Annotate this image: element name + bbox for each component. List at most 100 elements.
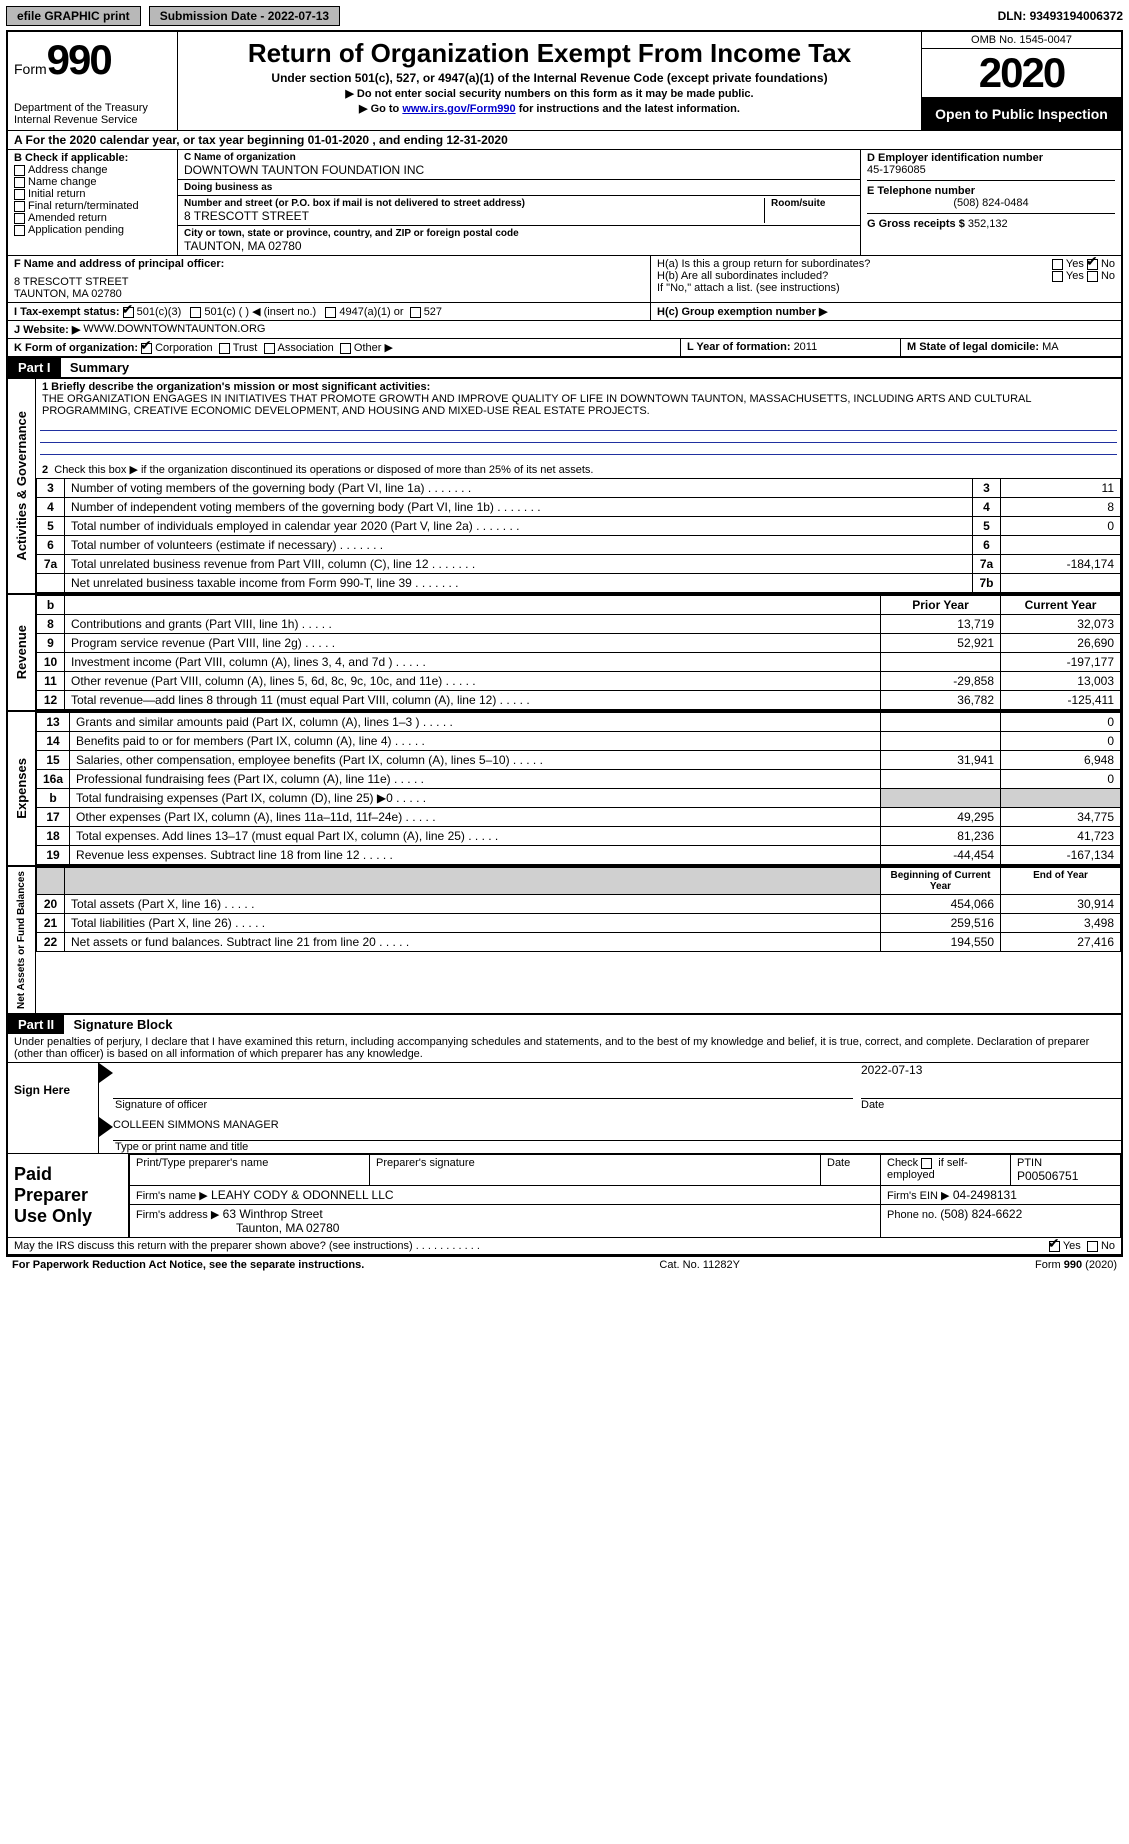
submission-date-badge: Submission Date - 2022-07-13 [149, 6, 340, 26]
chk-other[interactable] [340, 343, 351, 354]
side-label-revenue: Revenue [12, 621, 31, 683]
ptin-label: PTIN [1017, 1157, 1114, 1169]
line-box: 4 [973, 498, 1001, 517]
name-arrow-icon [99, 1117, 113, 1137]
line-desc: Revenue less expenses. Subtract line 18 … [70, 846, 881, 865]
line-desc: Professional fundraising fees (Part IX, … [70, 770, 881, 789]
city-label: City or town, state or province, country… [184, 228, 854, 239]
form-header: Form990 Department of the Treasury Inter… [8, 32, 1121, 130]
chk-assoc[interactable] [264, 343, 275, 354]
chk-application-pending[interactable] [14, 225, 25, 236]
chk-initial-return[interactable] [14, 189, 25, 200]
column-b-checkboxes: B Check if applicable: Address change Na… [8, 150, 178, 255]
lbl-initial-return: Initial return [28, 188, 85, 200]
omb-number: OMB No. 1545-0047 [922, 32, 1121, 49]
prior-value: 36,782 [881, 691, 1001, 710]
website-value: WWW.DOWNTOWNTAUNTON.ORG [83, 323, 265, 336]
current-value: 26,690 [1001, 634, 1121, 653]
chk-hb-no[interactable] [1087, 271, 1098, 282]
prior-value [881, 770, 1001, 789]
prior-value [881, 713, 1001, 732]
current-value: 13,003 [1001, 672, 1121, 691]
line-number: b [37, 789, 70, 808]
chk-name-change[interactable] [14, 177, 25, 188]
line-value [1001, 536, 1121, 555]
form-title: Return of Organization Exempt From Incom… [186, 38, 913, 69]
mission-label: 1 Briefly describe the organization's mi… [42, 381, 1115, 393]
line-desc: Total liabilities (Part X, line 26) . . … [65, 914, 881, 933]
city-value: TAUNTON, MA 02780 [184, 239, 854, 253]
line-number: 12 [37, 691, 65, 710]
current-value: 0 [1001, 713, 1121, 732]
street-value: 8 TRESCOTT STREET [184, 209, 764, 223]
part1-tag: Part I [8, 358, 61, 377]
line-desc: Number of independent voting members of … [65, 498, 973, 517]
ha-yes: Yes [1066, 258, 1084, 270]
chk-trust[interactable] [219, 343, 230, 354]
sign-date: 2022-07-13 [861, 1063, 1121, 1099]
paid-preparer-label: Paid Preparer Use Only [8, 1154, 128, 1237]
chk-ha-no[interactable] [1087, 259, 1098, 270]
current-value: -125,411 [1001, 691, 1121, 710]
governance-table: 3 Number of voting members of the govern… [36, 478, 1121, 593]
chk-amended-return[interactable] [14, 213, 25, 224]
lbl-other: Other ▶ [354, 342, 393, 354]
chk-501c3[interactable] [123, 307, 134, 318]
line-desc: Investment income (Part VIII, column (A)… [65, 653, 881, 672]
chk-self-employed[interactable] [921, 1158, 932, 1169]
lbl-501c3: 501(c)(3) [137, 306, 182, 318]
dba-label: Doing business as [184, 182, 854, 193]
chk-discuss-no[interactable] [1087, 1241, 1098, 1252]
current-value: 27,416 [1001, 933, 1121, 952]
form-990-number: 990 [47, 36, 111, 83]
chk-final-return[interactable] [14, 201, 25, 212]
line-box: 5 [973, 517, 1001, 536]
column-d-ein-phone: D Employer identification number 45-1796… [861, 150, 1121, 255]
line-number: 6 [37, 536, 65, 555]
side-label-expenses: Expenses [12, 754, 31, 823]
chk-501c[interactable] [190, 307, 201, 318]
current-value: 0 [1001, 732, 1121, 751]
side-label-net-assets: Net Assets or Fund Balances [14, 867, 29, 1013]
lbl-address-change: Address change [28, 164, 108, 176]
line-desc: Grants and similar amounts paid (Part IX… [70, 713, 881, 732]
line-value: 11 [1001, 479, 1121, 498]
preparer-date-label: Date [827, 1157, 874, 1169]
prior-value [881, 653, 1001, 672]
lbl-application-pending: Application pending [28, 224, 124, 236]
hb-label: H(b) Are all subordinates included? [657, 270, 1052, 282]
prior-value: 13,719 [881, 615, 1001, 634]
chk-527[interactable] [410, 307, 421, 318]
paperwork-notice: For Paperwork Reduction Act Notice, see … [12, 1259, 364, 1271]
preparer-table: Print/Type preparer's name Preparer's si… [129, 1154, 1121, 1237]
prior-value [881, 732, 1001, 751]
line-value: -184,174 [1001, 555, 1121, 574]
chk-discuss-yes[interactable] [1049, 1241, 1060, 1252]
chk-address-change[interactable] [14, 165, 25, 176]
part2-title: Signature Block [73, 1017, 172, 1032]
preparer-self-employed: Check [887, 1157, 921, 1169]
chk-corp[interactable] [141, 343, 152, 354]
line-desc: Total unrelated business revenue from Pa… [65, 555, 973, 574]
firm-addr2: Taunton, MA 02780 [236, 1221, 339, 1235]
chk-ha-yes[interactable] [1052, 259, 1063, 270]
lbl-name-change: Name change [28, 176, 97, 188]
sign-date-label: Date [861, 1099, 1121, 1111]
begin-year-header: Beginning of Current Year [881, 868, 1001, 895]
sign-here-label: Sign Here [8, 1063, 98, 1153]
gross-receipts-label: G Gross receipts $ [867, 218, 968, 230]
department-label: Department of the Treasury Internal Reve… [14, 102, 171, 126]
line-desc: Total expenses. Add lines 13–17 (must eq… [70, 827, 881, 846]
efile-print-button[interactable]: efile GRAPHIC print [6, 6, 141, 26]
website-label: J Website: ▶ [14, 323, 80, 336]
tax-year: 2020 [922, 49, 1121, 98]
revenue-table: b Prior Year Current Year 8 Contribution… [36, 595, 1121, 710]
dln: DLN: 93493194006372 [998, 9, 1123, 23]
year-formation-value: 2011 [794, 341, 818, 353]
line-number: 13 [37, 713, 70, 732]
line-desc: Total number of individuals employed in … [65, 517, 973, 536]
irs-link[interactable]: www.irs.gov/Form990 [402, 103, 515, 115]
chk-4947[interactable] [325, 307, 336, 318]
chk-hb-yes[interactable] [1052, 271, 1063, 282]
discuss-no: No [1101, 1240, 1115, 1252]
